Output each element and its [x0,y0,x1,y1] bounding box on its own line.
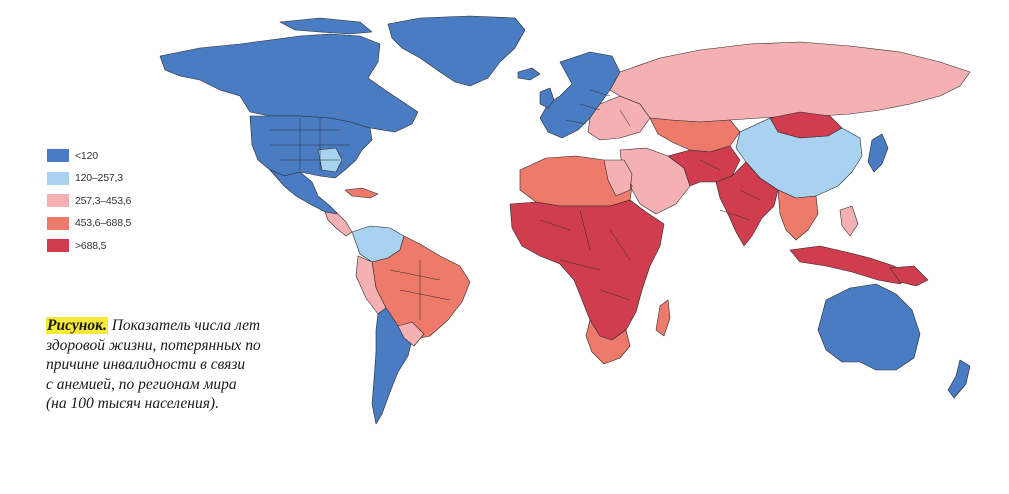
region-madagascar [655,299,671,337]
legend-item: 453,6–688,5 [47,216,131,231]
legend-swatch [47,149,69,162]
caption-line-1: Показатель числа лет [111,317,261,334]
legend-swatch [47,194,69,207]
legend-item: <120 [47,148,131,163]
borders-south-america [389,260,451,320]
caption-line-4: с анемией, по регионам мира [46,375,237,393]
region-japan [867,133,889,173]
region-iceland [517,67,541,81]
region-papua-new-guinea [889,265,929,287]
region-mexico [269,169,339,215]
legend-label: 453,6–688,5 [75,217,132,229]
figure-caption: Рисунок. Показатель числа лет здоровой ж… [46,316,346,414]
region-australia [817,283,921,371]
legend-item: 120–257,3 [47,171,131,186]
legend-swatch [47,216,69,230]
legend-item: 257,3–453,6 [47,193,131,208]
caption-line-3: причине инвалидности в связи [46,356,246,373]
region-western-europe [539,51,621,139]
region-southeast-asia [777,189,819,241]
region-arctic-islands [279,17,373,35]
region-caribbean [344,187,379,199]
region-indonesia [789,245,911,285]
region-canada-alaska [159,33,419,133]
region-russia [609,41,971,123]
legend-label: >688,5 [75,239,107,252]
region-egypt [603,159,633,197]
region-philippines [839,205,859,237]
region-india [715,161,779,247]
region-central-america [324,211,353,237]
caption-label: Рисунок. [46,317,108,334]
borders-asia [699,159,761,221]
legend-label: 120–257,3 [75,172,123,184]
region-sub-saharan-africa [509,199,665,341]
region-paraguay-uruguay [397,321,425,347]
legend-label: 257,3–453,6 [75,194,132,207]
region-greenland [387,15,526,87]
caption-line-5: (на 100 тысяч населения). [46,395,219,412]
map-legend: <120 120–257,3 257,3–453,6 453,6–688,5 >688,… [47,148,131,261]
region-southern-africa [585,319,631,365]
region-usa [249,115,373,179]
borders-usa [270,118,350,170]
caption-line-2: здоровой жизни, потерянных по [46,336,261,354]
legend-swatch [47,239,69,252]
legend-item: >688,5 [47,238,131,253]
legend-label: <120 [75,149,98,162]
region-new-zealand [947,359,971,399]
region-uk [539,87,555,109]
borders-europe [565,89,631,127]
borders-africa [539,209,631,301]
legend-swatch [47,171,69,185]
